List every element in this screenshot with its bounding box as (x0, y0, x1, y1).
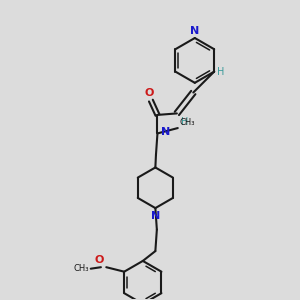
Text: N: N (161, 127, 170, 137)
Text: N: N (190, 26, 200, 36)
Text: H: H (217, 67, 224, 76)
Text: CH₃: CH₃ (179, 118, 195, 127)
Text: N: N (151, 211, 160, 221)
Text: CH₃: CH₃ (74, 264, 89, 273)
Text: H: H (181, 117, 189, 127)
Text: O: O (145, 88, 154, 98)
Text: O: O (94, 255, 104, 265)
